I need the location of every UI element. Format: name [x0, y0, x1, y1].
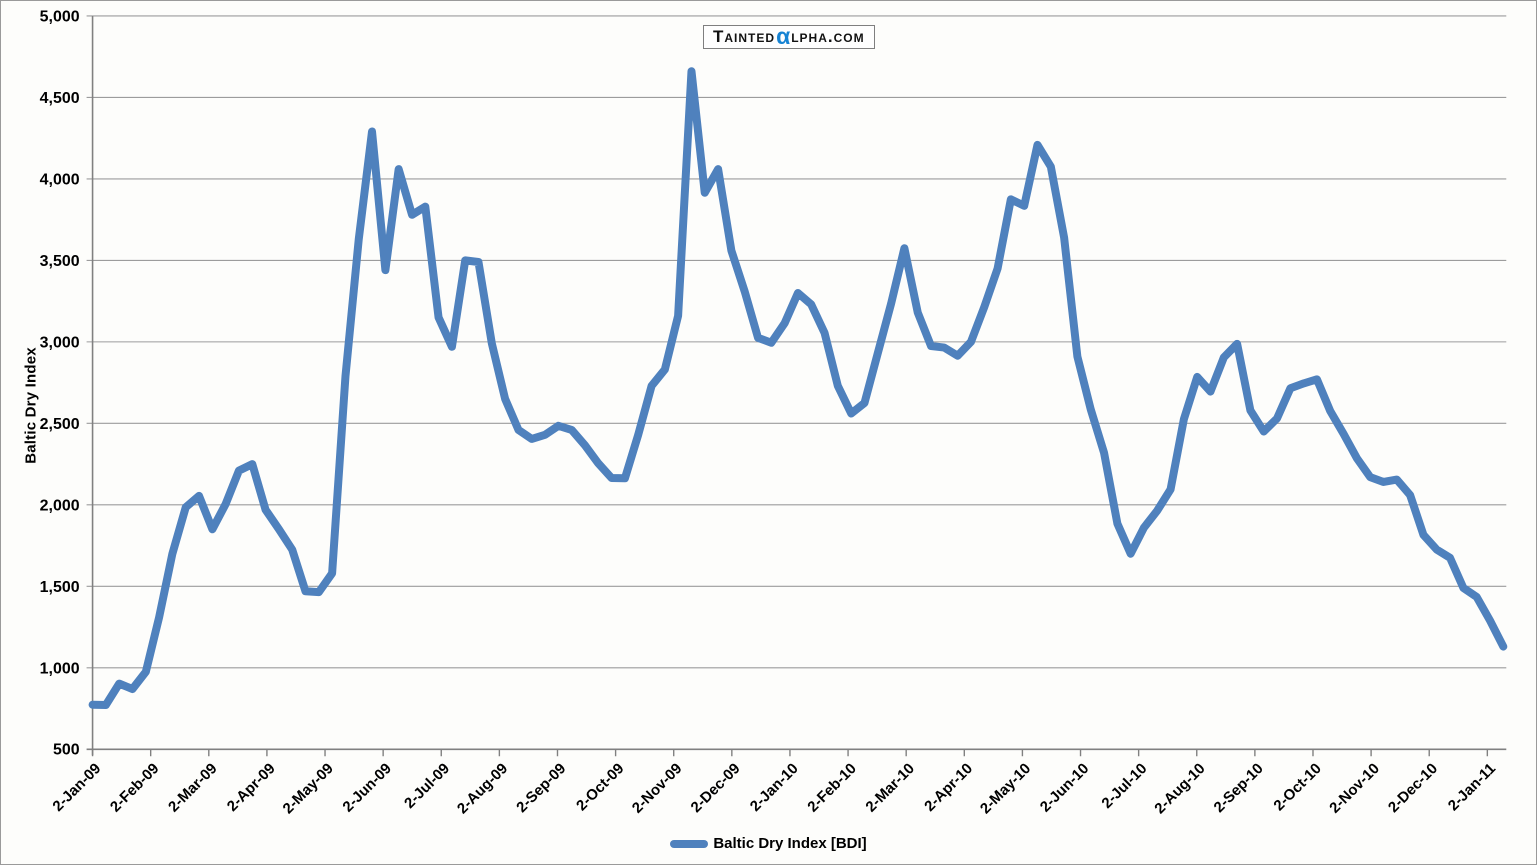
x-tick-label: 2-Feb-09 — [107, 760, 163, 816]
x-tick-label: 2-Mar-09 — [165, 760, 221, 816]
bdi-line — [88, 67, 1508, 709]
taintedalpha-logo: Tainted α lpha.com — [703, 25, 875, 49]
x-tick-label: 2-Oct-10 — [1270, 760, 1324, 814]
x-tick-label: 2-Sep-09 — [513, 760, 569, 816]
x-tick-label: 2-Jun-10 — [1037, 760, 1093, 816]
y-axis-title: Baltic Dry Index — [22, 347, 40, 464]
x-tick-label: 2-May-10 — [977, 760, 1034, 817]
x-tick-label: 2-Jul-10 — [1098, 760, 1150, 812]
x-tick-label: 2-Nov-10 — [1326, 760, 1383, 817]
x-tick-label: 2-Aug-10 — [1151, 760, 1208, 817]
logo-alpha-glyph: α — [776, 23, 792, 49]
x-tick-label: 2-Mar-10 — [862, 760, 918, 816]
x-tick-label: 2-Jan-10 — [747, 760, 802, 815]
y-tick-label: 3,500 — [40, 253, 80, 270]
y-tick-label: 2,500 — [40, 416, 80, 433]
x-tick-label: 2-Apr-09 — [224, 760, 279, 815]
y-tick-label: 500 — [53, 742, 80, 759]
y-tick-label: 1,000 — [40, 660, 80, 677]
legend: Baltic Dry Index [BDI] — [1, 835, 1536, 852]
y-tick-label: 1,500 — [40, 579, 80, 596]
x-tick-label: 2-Sep-10 — [1211, 760, 1267, 816]
x-tick-label: 2-May-09 — [280, 760, 337, 817]
x-tick-label: 2-Nov-09 — [629, 760, 686, 817]
legend-label: Baltic Dry Index [BDI] — [713, 835, 867, 852]
x-tick-label: 2-Dec-09 — [688, 760, 744, 816]
x-tick-label: 2-Jan-11 — [1445, 760, 1499, 814]
x-tick-label: 2-Jun-09 — [339, 760, 395, 816]
logo-suffix: lpha.com — [791, 27, 865, 46]
x-tick-label: 2-Apr-10 — [921, 760, 976, 815]
x-tick-label: 2-Dec-10 — [1385, 760, 1441, 816]
y-tick-label: 4,000 — [40, 171, 80, 188]
x-tick-label: 2-Jan-09 — [49, 760, 104, 815]
logo-prefix: Tainted — [713, 27, 776, 46]
x-tick-label: 2-Oct-09 — [573, 760, 627, 814]
y-tick-label: 4,500 — [40, 90, 80, 107]
x-tick-label: 2-Aug-09 — [454, 760, 511, 817]
y-tick-label: 3,000 — [40, 334, 80, 351]
x-tick-label: 2-Jul-09 — [401, 760, 453, 812]
x-tick-label: 2-Feb-10 — [804, 760, 860, 816]
y-tick-label: 5,000 — [40, 8, 80, 25]
y-tick-label: 2,000 — [40, 497, 80, 514]
legend-line-swatch — [670, 839, 709, 848]
